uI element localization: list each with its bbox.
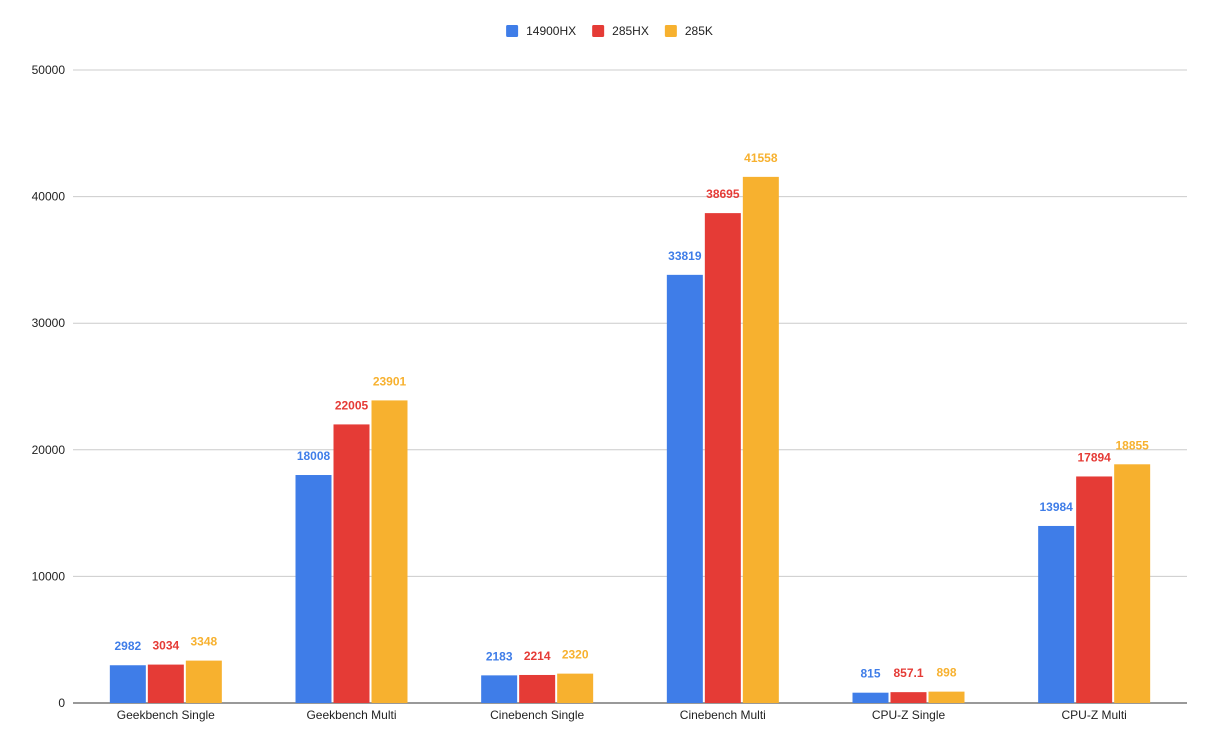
x-tick-label: Cinebench Multi — [680, 708, 766, 722]
bar — [742, 176, 779, 703]
data-label: 2982 — [114, 639, 141, 653]
legend: 14900HX 285HX 285K — [506, 24, 713, 38]
bar — [333, 424, 370, 703]
data-label: 18855 — [1115, 438, 1149, 452]
data-label: 18008 — [297, 449, 331, 463]
bar — [185, 660, 222, 703]
data-label: 2214 — [524, 649, 551, 663]
gridlines — [73, 69, 1187, 704]
bar — [481, 675, 518, 703]
y-tick-label: 20000 — [32, 443, 66, 457]
legend-label: 14900HX — [526, 24, 576, 38]
data-label: 2320 — [562, 648, 589, 662]
legend-item: 14900HX — [506, 24, 576, 38]
bar — [890, 692, 927, 703]
bar — [1038, 525, 1075, 703]
data-label: 898 — [936, 666, 956, 680]
bar — [704, 213, 741, 703]
bar — [666, 274, 703, 703]
x-tick-label: Cinebench Single — [490, 708, 584, 722]
bar — [557, 673, 594, 703]
bars — [109, 176, 1151, 703]
data-label: 3034 — [152, 639, 179, 653]
legend-item: 285HX — [592, 24, 649, 38]
x-tick-label: CPU-Z Multi — [1061, 708, 1126, 722]
data-label: 17894 — [1077, 450, 1111, 464]
bar — [371, 400, 408, 703]
y-tick-label: 30000 — [32, 316, 66, 330]
y-axis: 0 10000 20000 30000 40000 50000 — [32, 63, 66, 710]
x-tick-label: Geekbench Multi — [306, 708, 396, 722]
legend-swatch — [664, 25, 677, 37]
legend-item: 285K — [664, 24, 713, 38]
y-tick-label: 40000 — [32, 190, 66, 204]
bar — [852, 692, 889, 703]
bar — [1076, 476, 1113, 703]
data-label: 23901 — [373, 374, 407, 388]
x-axis: Geekbench Single Geekbench Multi Cinebench… — [117, 708, 1127, 722]
data-label: 3348 — [190, 635, 217, 649]
data-label: 13984 — [1039, 500, 1073, 514]
x-tick-label: Geekbench Single — [117, 708, 215, 722]
bar — [519, 674, 556, 703]
y-tick-label: 10000 — [32, 569, 66, 583]
x-tick-label: CPU-Z Single — [872, 708, 946, 722]
legend-label: 285HX — [612, 24, 649, 38]
bar — [109, 665, 146, 703]
data-label: 857.1 — [893, 666, 923, 680]
data-label: 22005 — [335, 398, 369, 412]
y-tick-label: 50000 — [32, 63, 66, 77]
data-label: 38695 — [706, 187, 740, 201]
data-label: 33819 — [668, 249, 702, 263]
bar — [1114, 464, 1151, 703]
bar — [928, 691, 965, 703]
bar — [295, 475, 332, 703]
legend-label: 285K — [685, 24, 713, 38]
legend-swatch — [592, 25, 605, 37]
y-tick-label: 0 — [58, 696, 65, 710]
data-label: 815 — [860, 667, 880, 681]
legend-swatch — [506, 25, 519, 37]
bar — [147, 664, 184, 703]
data-labels: 2982 3034 3348 18008 22005 23901 2183 2214 2320 3… — [114, 151, 1149, 681]
data-label: 2183 — [486, 649, 513, 663]
data-label: 41558 — [744, 151, 778, 165]
